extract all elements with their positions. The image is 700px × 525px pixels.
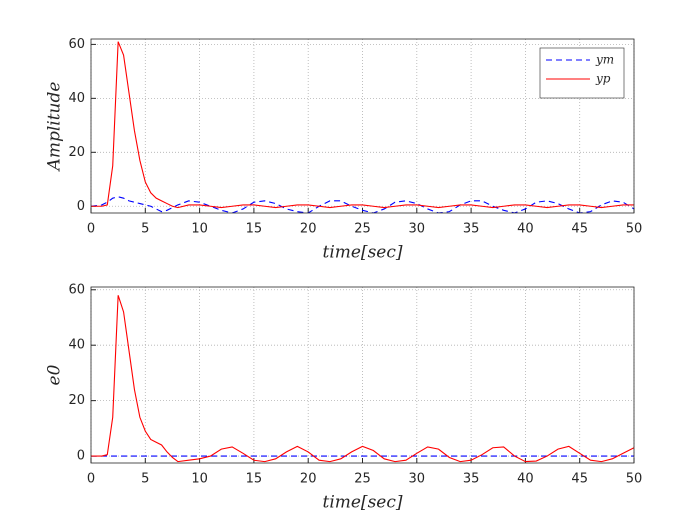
x-axis-label: time[sec] <box>322 243 402 263</box>
x-tick-label: 20 <box>300 472 317 487</box>
x-tick-label: 5 <box>141 222 149 237</box>
x-axis-label: time[sec] <box>322 493 402 513</box>
y-tick-label: 40 <box>68 338 85 353</box>
x-tick-label: 10 <box>191 472 208 487</box>
y-tick-label: 60 <box>68 37 85 52</box>
x-tick-label: 45 <box>571 472 588 487</box>
x-tick-label: 30 <box>409 222 426 237</box>
x-tick-label: 50 <box>626 472 643 487</box>
x-tick-label: 35 <box>463 472 480 487</box>
x-tick-label: 25 <box>354 222 371 237</box>
x-tick-label: 15 <box>246 472 263 487</box>
y-tick-label: 60 <box>68 282 85 297</box>
x-tick-label: 45 <box>571 222 588 237</box>
axes-box <box>90 38 635 214</box>
x-tick-label: 50 <box>626 222 643 237</box>
y-tick-label: 20 <box>68 145 85 160</box>
x-tick-label: 25 <box>354 472 371 487</box>
x-tick-label: 0 <box>87 222 95 237</box>
x-tick-label: 40 <box>517 472 534 487</box>
x-tick-label: 40 <box>517 222 534 237</box>
y-tick-label: 40 <box>68 91 85 106</box>
axes-box <box>90 286 635 464</box>
series-line <box>91 295 634 463</box>
legend-label: ym <box>595 53 614 67</box>
y-tick-label: 0 <box>77 449 85 464</box>
y-tick-label: 20 <box>68 393 85 408</box>
legend-box <box>539 47 625 99</box>
legend-label: yp <box>595 72 611 86</box>
x-tick-label: 30 <box>409 472 426 487</box>
y-axis-label: Amplitude <box>45 82 65 173</box>
y-tick-label: 0 <box>77 199 85 214</box>
series-line <box>91 41 634 209</box>
y-axis-label: e0 <box>45 364 65 385</box>
x-tick-label: 20 <box>300 222 317 237</box>
x-tick-label: 0 <box>87 472 95 487</box>
x-tick-label: 5 <box>141 472 149 487</box>
x-tick-label: 15 <box>246 222 263 237</box>
x-tick-label: 10 <box>191 222 208 237</box>
x-tick-label: 35 <box>463 222 480 237</box>
